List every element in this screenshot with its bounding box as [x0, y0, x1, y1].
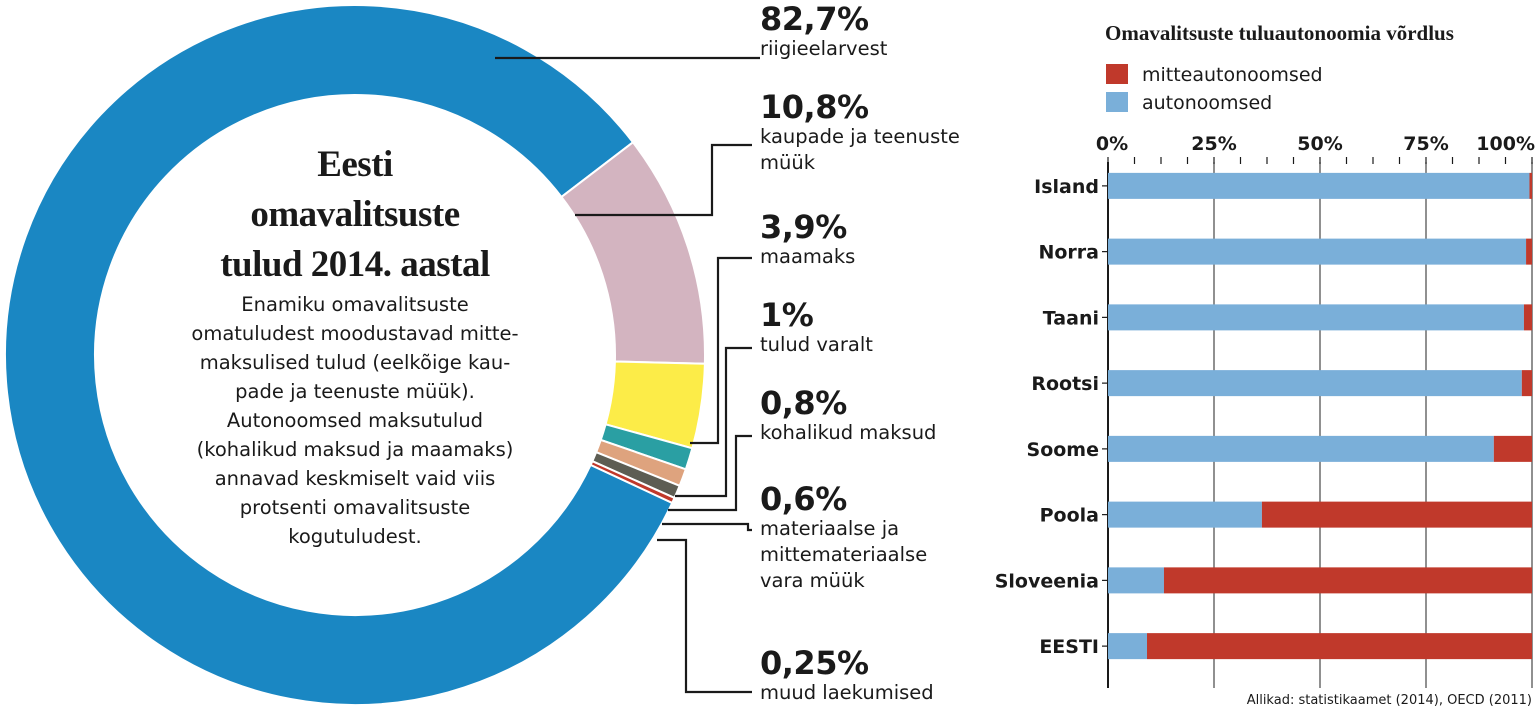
leader-line-2: [690, 256, 752, 445]
slice-label-2: 3,9% maamaks: [760, 210, 855, 270]
donut-subtitle-line: maksulised tulud (eelkõige kau-: [199, 351, 511, 374]
x-tick-label-2: 50%: [1297, 133, 1342, 155]
slice-name: vara müük: [760, 569, 865, 592]
leader-lines: [495, 56, 760, 694]
donut-subtitle: Enamiku omavalitsuste omatuludest moodust…: [150, 290, 560, 551]
donut-subtitle-line: (kohalikud maksud ja maamaks): [196, 438, 514, 461]
bar-Poola-autonoomsed: [1108, 501, 1262, 528]
category-label-6: Sloveenia: [995, 570, 1099, 592]
legend-swatch-1: [1106, 92, 1128, 112]
slice-label-1: 10,8% kaupade ja teenuste müük: [760, 90, 960, 176]
bar-Norra-mitteautonoomsed: [1526, 238, 1532, 265]
bar-EESTI-autonoomsed: [1108, 633, 1148, 660]
category-label-4: Soome: [1027, 439, 1099, 461]
donut-subtitle-line: protsenti omavalitsuste: [239, 496, 471, 519]
slice-percent: 0,6%: [760, 480, 847, 518]
bar-Rootsi-mitteautonoomsed: [1521, 370, 1532, 397]
slice-name: materiaalse ja: [760, 517, 900, 540]
legend-label-1: autonoomsed: [1142, 92, 1272, 114]
donut-title-line: omavalitsuste: [250, 194, 460, 235]
bar-Sloveenia-mitteautonoomsed: [1163, 567, 1532, 594]
slice-name: kaupade ja teenuste: [760, 125, 960, 148]
legend-label-0: mitteautonoomsed: [1142, 64, 1323, 86]
slice-name: maamaks: [760, 245, 856, 268]
bar-chart-title: Omavalitsuste tuluautonoomia võrdlus: [1105, 21, 1454, 45]
bar-EESTI-mitteautonoomsed: [1147, 633, 1532, 660]
donut-slices: [4, 4, 706, 706]
donut-subtitle-line: Autonoomsed maksutulud: [226, 409, 484, 432]
slice-percent: 0,8%: [760, 384, 847, 422]
bar-Island-mitteautonoomsed: [1529, 172, 1532, 199]
bar-Taani-mitteautonoomsed: [1523, 304, 1532, 331]
slice-percent: 82,7%: [760, 0, 869, 38]
slice-name: muud laekumised: [760, 681, 934, 704]
slice-percent: 3,9%: [760, 208, 847, 246]
slice-name: müük: [760, 151, 816, 174]
donut-subtitle-line: kogutuludest.: [288, 525, 422, 548]
donut-slice-6: [589, 459, 676, 505]
bar-Sloveenia-autonoomsed: [1108, 567, 1164, 594]
leader-line-1: [575, 143, 752, 217]
legend-swatch-0: [1106, 64, 1128, 84]
bar-text: Omavalitsuste tuluautonoomia võrdlus mitt…: [995, 21, 1535, 658]
x-tick-label-3: 75%: [1403, 133, 1448, 155]
leader-line-5: [662, 522, 752, 532]
category-label-2: Taani: [1043, 307, 1099, 329]
slice-label-0: 82,7% riigieelarvest: [760, 2, 887, 62]
category-label-7: EESTI: [1039, 636, 1099, 658]
donut-subtitle-line: annavad keskmiselt vaid viis: [214, 467, 496, 490]
slice-label-5: 0,6% materiaalse ja mittemateriaalse vara m…: [760, 482, 927, 594]
donut-title-line: tulud 2014. aastal: [220, 244, 490, 285]
slice-label-3: 1% tulud varalt: [760, 298, 873, 358]
donut-slice-0: [4, 4, 674, 706]
bar-Poola-mitteautonoomsed: [1261, 501, 1532, 528]
category-label-5: Poola: [1040, 505, 1099, 527]
slice-name: riigieelarvest: [760, 37, 888, 60]
leader-line-6: [657, 538, 752, 694]
slice-percent: 1%: [760, 296, 814, 334]
slice-percent: 0,25%: [760, 644, 869, 682]
donut-subtitle-line: pade ja teenuste müük).: [235, 380, 475, 403]
bar-Soome-autonoomsed: [1108, 435, 1494, 462]
bar-Taani-autonoomsed: [1108, 304, 1524, 331]
slice-label-6: 0,25% muud laekumised: [760, 646, 934, 706]
slice-name: mittemateriaalse: [760, 543, 928, 566]
x-tick-label-0: 0%: [1096, 133, 1128, 155]
bar-grid: [1102, 157, 1533, 688]
slice-name: kohalikud maksud: [760, 421, 937, 444]
x-tick-label-1: 25%: [1191, 133, 1236, 155]
category-label-0: Island: [1034, 176, 1099, 198]
leader-line-4: [668, 434, 752, 512]
bar-Soome-mitteautonoomsed: [1493, 435, 1532, 462]
bar-Island-autonoomsed: [1108, 172, 1530, 199]
bar-Norra-autonoomsed: [1108, 238, 1527, 265]
donut-title-line: Eesti: [317, 144, 393, 185]
donut-subtitle-line: Enamiku omavalitsuste: [241, 293, 469, 316]
donut-title: Eesti omavalitsuste tulud 2014. aastal: [175, 140, 535, 290]
slice-percent: 10,8%: [760, 88, 869, 126]
slice-name: tulud varalt: [760, 333, 873, 356]
slice-label-4: 0,8% kohalikud maksud: [760, 386, 936, 446]
category-label-3: Rootsi: [1031, 373, 1099, 395]
donut-subtitle-line: omatuludest moodustavad mitte-: [191, 322, 519, 345]
category-label-1: Norra: [1038, 242, 1099, 264]
bar-marks: [1108, 172, 1532, 660]
source-note: Allikad: statistikaamet (2014), OECD (20…: [1246, 693, 1532, 708]
x-tick-label-4: 100%: [1476, 133, 1535, 155]
leader-line-3: [675, 346, 752, 498]
bar-Rootsi-autonoomsed: [1108, 370, 1522, 397]
